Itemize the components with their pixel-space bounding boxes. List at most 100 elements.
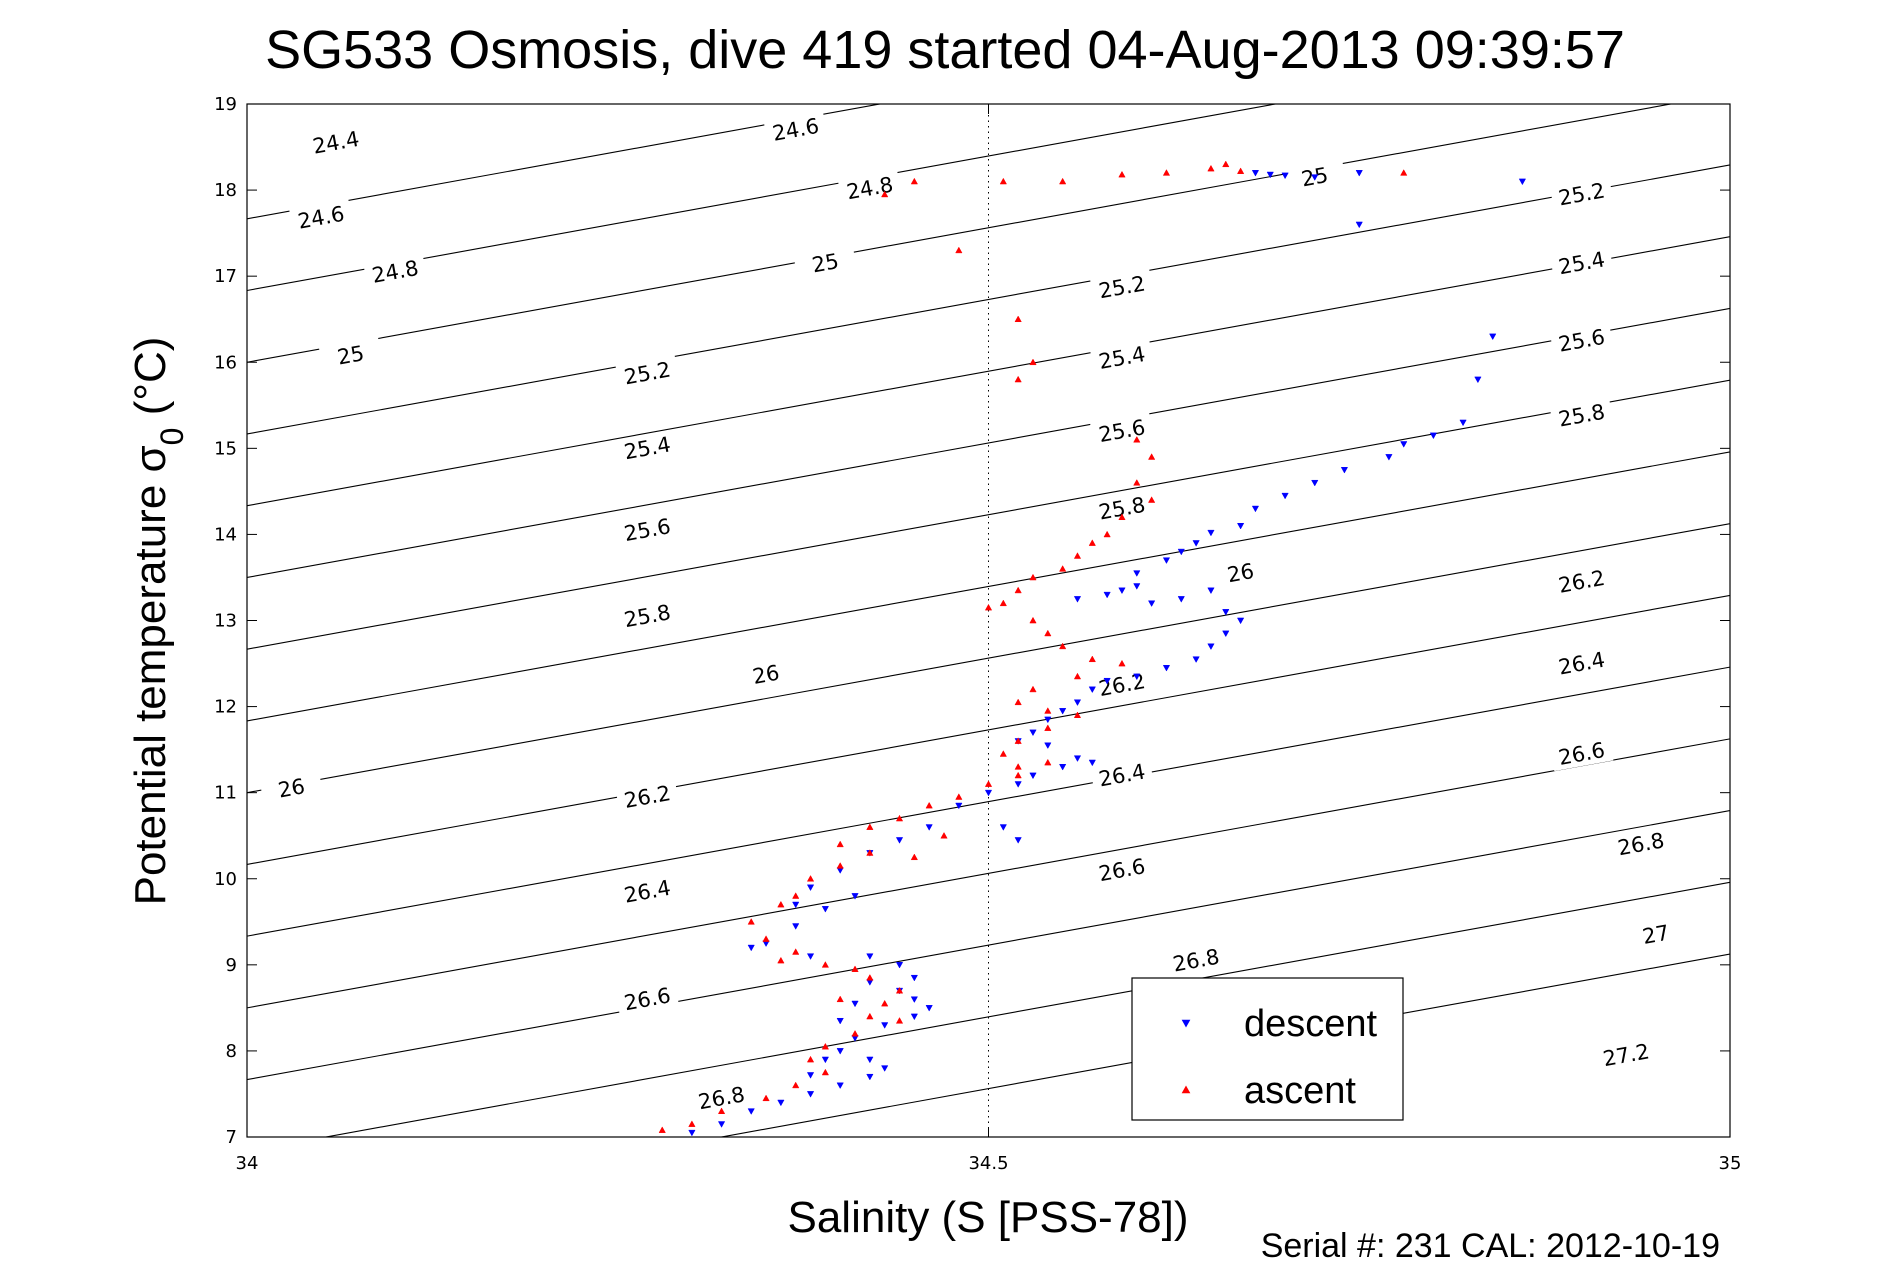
contour-label-group: 25 [793,244,858,281]
descent-point [836,1082,844,1090]
chart-title: SG533 Osmosis, dive 419 started 04-Aug-2… [265,20,1625,80]
y-tick-label: 14 [214,524,237,545]
descent-point [1044,742,1052,750]
contour-line-26-4 [247,666,1730,937]
tick-layer: 34 34.5 35 7 8 9 10 11 12 13 14 15 16 17 18 19 [214,94,1741,1174]
contour-label-bg [318,336,383,373]
ascent-point [1118,513,1126,521]
descent-point [1014,837,1022,844]
descent-point [955,802,963,810]
ascent-point [1014,698,1022,706]
descent-point [1311,479,1319,487]
contour-label-bg [1594,1036,1658,1073]
contour-label-group: 26 [259,769,324,806]
ascent-point [984,603,993,611]
descent-point [1236,522,1245,530]
contour-label-group: 25 [318,336,383,373]
ascent-point [1207,164,1215,172]
descent-point [1044,716,1052,724]
ascent-point [1088,539,1096,546]
descent-point [1162,557,1171,564]
contour-label-bg [689,1079,754,1116]
legend-descent-label: descent [1244,1003,1378,1045]
contour-label-group: 27 [1623,915,1688,952]
contour-label-bg [1549,396,1614,433]
ascent-point [1029,685,1037,693]
contour-label-group: 27.2 [1594,1036,1658,1073]
contour-line-26-6 [247,738,1730,1009]
descent-point [1266,171,1274,179]
ascent-point [984,780,993,787]
ascent-point [717,1107,726,1114]
contour-label-bg [1089,268,1154,305]
descent-point [1429,432,1438,440]
descent-point [925,1005,933,1012]
contour-line-26 [247,523,1730,794]
contour-label-bg [1549,244,1614,281]
legend: descent ascent [1131,977,1404,1121]
contour-line-25-8 [247,451,1730,722]
legend-ascent-label: ascent [1244,1070,1356,1112]
descent-point [1518,178,1527,186]
descent-point [1281,492,1289,500]
ascent-point [821,961,829,968]
contour-label: 26 [276,774,307,802]
y-tick-label: 16 [214,352,237,373]
contour-label: 26 [751,661,782,689]
contour-label-bg [1089,338,1154,376]
ascent-point [1014,763,1022,770]
contour-label-group: 26.4 [615,872,680,909]
contour-label-bg [1164,941,1228,978]
ascent-point [1014,586,1022,594]
descent-point [1311,174,1319,181]
ascent-point [1073,672,1082,680]
descent-point [1118,587,1126,595]
descent-point [747,944,755,952]
y-tick-label: 10 [214,869,237,890]
contour-label-group: 26.6 [1089,851,1154,888]
ascent-point [940,831,948,839]
ascent-point [1088,655,1096,663]
descent-point [910,996,918,1003]
legend-descent-marker [1181,1019,1191,1028]
ascent-point [777,956,785,964]
ascent-point [1029,358,1037,366]
ascent-point [658,1126,666,1133]
ascent-point [792,948,800,955]
descent-point [1133,570,1141,577]
descent-point [1355,221,1363,229]
descent-point [1489,333,1497,341]
descent-point [1177,596,1185,603]
contour-line-24-8 [247,104,1674,363]
descent-point [821,1056,829,1064]
ascent-point [999,177,1007,185]
descent-point [881,1065,889,1072]
ascent-point [925,801,933,809]
ascent-point [955,793,963,800]
contour-line-25-2 [247,236,1730,507]
contour-label-bg [1549,321,1614,358]
descent-point [1103,591,1111,599]
ascent-point [851,1029,859,1037]
contour-label-bg [1208,554,1273,591]
ascent-point [821,1068,829,1076]
ascent-point [1162,169,1171,176]
y-tick-label: 18 [214,180,237,201]
legend-box [1131,977,1404,1121]
descent-point [1222,609,1230,616]
ascent-point [1073,711,1082,719]
ascent-point [866,823,874,830]
ascent-point [792,1081,800,1089]
ascent-point [1236,167,1245,174]
y-tick-label: 19 [214,94,237,115]
contour-label-bg [1623,915,1688,952]
y-tick-label: 13 [214,611,237,632]
contour-line-27 [323,881,1730,1137]
ascent-point [762,1094,770,1102]
descent-point [792,901,800,909]
contour-label-bg [1549,175,1614,212]
contour-label-bg [615,510,680,548]
contour-label-bg [1549,562,1614,599]
descent-point [1355,170,1363,177]
descent-point [1029,772,1037,780]
